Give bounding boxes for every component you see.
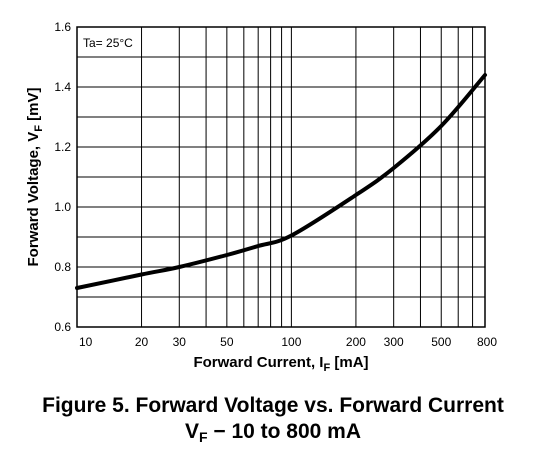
caption-tail: − 10 to 800 mA (207, 420, 362, 443)
x-axis-title-sub: F (323, 362, 330, 374)
x-axis-title: Forward Current, IF [mA] (193, 354, 368, 374)
y-axis-title-sub: F (33, 125, 45, 132)
y-tick-label: 1.2 (54, 140, 71, 154)
x-tick-label: 800 (477, 335, 497, 349)
y-tick-label: 1.0 (54, 200, 71, 214)
figure-caption-line1: Figure 5. Forward Voltage vs. Forward Cu… (42, 394, 504, 417)
x-tick-label: 200 (346, 335, 366, 349)
x-axis-ticks: 10 20 30 50 100 200 300 500 800 (79, 335, 497, 349)
x-tick-label: 50 (220, 335, 234, 349)
y-axis-title: Forward Voltage, VF [mV] (25, 88, 45, 267)
y-tick-label: 1.4 (54, 80, 71, 94)
y-tick-label: 1.6 (54, 20, 71, 34)
x-tick-label: 10 (79, 335, 93, 349)
x-tick-label: 300 (384, 335, 404, 349)
y-axis-title-main: Forward Voltage, V (25, 132, 42, 267)
forward-voltage-curve (75, 73, 487, 290)
x-tick-label: 100 (281, 335, 301, 349)
plot-frame (76, 26, 486, 328)
grid-lines (76, 26, 486, 328)
y-tick-label: 0.6 (54, 320, 71, 334)
y-axis-ticks: 0.6 0.8 1.0 1.2 1.4 1.6 (54, 20, 71, 334)
temperature-annotation: Ta= 25°C (83, 36, 133, 50)
figure-caption-line2: VF − 10 to 800 mA (0, 420, 546, 449)
caption-v: V (184, 420, 199, 443)
x-tick-label: 500 (431, 335, 451, 349)
y-tick-label: 0.8 (54, 260, 71, 274)
y-axis-title-tail: [mV] (25, 88, 42, 126)
x-tick-label: 30 (173, 335, 187, 349)
x-tick-label: 20 (135, 335, 149, 349)
x-axis-title-main: Forward Current, I (193, 354, 323, 371)
caption-sub: F (198, 429, 208, 445)
x-axis-title-tail: [mA] (330, 354, 368, 371)
chart: 10 20 30 50 100 200 300 500 800 0.6 0.8 1.0 1.2 1.4 1… (25, 20, 497, 374)
